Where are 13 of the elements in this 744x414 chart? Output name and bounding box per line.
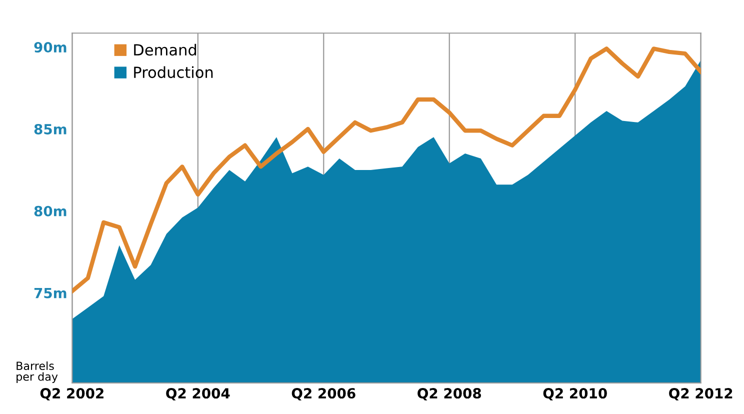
legend-label: Production bbox=[134, 66, 213, 78]
y-tick-label: 80m bbox=[34, 206, 66, 216]
x-tick-label: Q2 2008 bbox=[418, 388, 481, 400]
x-tick-label: Q2 2002 bbox=[40, 388, 104, 400]
legend-label: Demand bbox=[134, 44, 196, 56]
y-tick-label: 85m bbox=[34, 124, 66, 134]
x-tick-label: Q2 2004 bbox=[166, 388, 230, 400]
x-tick-label: Q2 2006 bbox=[292, 388, 356, 400]
y-axis-title: Barrels per day bbox=[16, 361, 58, 383]
y-tick-label: 90m bbox=[34, 42, 66, 53]
y-tick-label: 75m bbox=[34, 288, 66, 298]
x-tick-label: Q2 2010 bbox=[543, 388, 607, 400]
x-tick-label: Q2 2012 bbox=[669, 388, 732, 400]
